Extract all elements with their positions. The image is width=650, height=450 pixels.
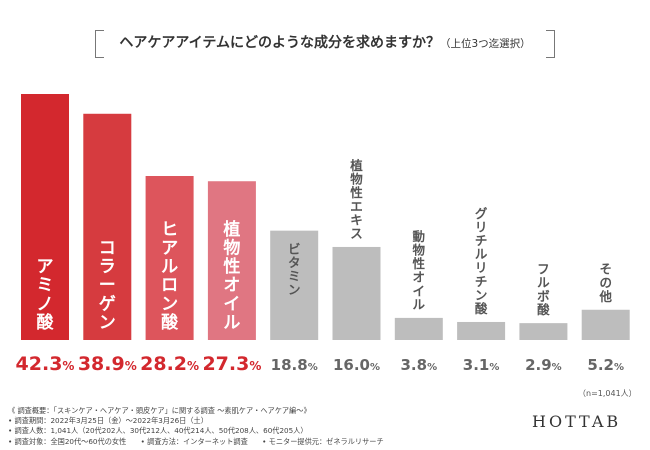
- bar-7: [394, 317, 443, 340]
- category-label: フルボ酸: [537, 261, 550, 317]
- value-label: 18.8%: [271, 356, 318, 374]
- title-sub: （上位3つ迄選択）: [439, 38, 531, 50]
- category-label: アミノ酸: [37, 257, 55, 333]
- bar-9: [519, 323, 568, 340]
- value-label: 3.8%: [400, 356, 437, 374]
- footer-line: • 調査期間：2022年3月25日（金）～2022年3月26日（土）: [8, 416, 208, 426]
- bar-4: [207, 181, 256, 340]
- title-main: ヘアケアアイテムにどのような成分を求めますか？: [119, 35, 440, 51]
- category-label: その他: [598, 262, 612, 304]
- value-label: 5.2%: [587, 356, 624, 374]
- bar-10: [581, 309, 630, 340]
- value-label: 3.1%: [463, 356, 500, 374]
- bar-chart: アミノ酸 42.3% コラーゲン 38.9% ヒアルロン酸 28.2% 植物性オイル 27.3…: [16, 94, 630, 375]
- bar-6: [332, 246, 381, 340]
- bar-2: [83, 113, 132, 341]
- value-label: 27.3%: [202, 353, 261, 375]
- footer-line: • 調査対象：全国20代～60代の女性 • 調査方法：インターネット調査 • モ…: [8, 436, 384, 446]
- brand-logo: HOTTAB: [532, 412, 622, 431]
- chart-title: ヘアケアアイテムにどのような成分を求めますか？（上位3つ迄選択）: [95, 26, 555, 60]
- category-label: 植物性エキス: [349, 158, 363, 241]
- bar-8: [457, 321, 506, 340]
- footer-line: • 調査人数：1,041人（20代202人、30代212人、40代214人、50…: [8, 426, 308, 436]
- title-bracket-right: [546, 30, 555, 58]
- category-label: ビタミン: [288, 241, 301, 297]
- survey-footer: 《 調査概要：「スキンケア・ヘアケア・頭皮ケア」に関する調査 ～素肌ケア・ヘアケ…: [8, 406, 384, 447]
- value-label: 16.0%: [333, 356, 380, 374]
- category-label: ヒアルロン酸: [161, 220, 179, 333]
- category-label: グリチルリチン酸: [475, 206, 488, 316]
- value-label: 42.3%: [16, 353, 75, 375]
- category-label: コラーゲン: [99, 238, 116, 332]
- title-text: ヘアケアアイテムにどのような成分を求めますか？（上位3つ迄選択）: [95, 32, 555, 52]
- category-label: 動物性オイル: [412, 229, 426, 312]
- value-label: 2.9%: [525, 356, 562, 374]
- bar-1: [21, 94, 69, 340]
- bar-5: [270, 230, 319, 340]
- bar-3: [145, 176, 194, 340]
- sample-size-note: （n=1,041人）: [578, 389, 637, 398]
- footer-line: 《 調査概要：「スキンケア・ヘアケア・頭皮ケア」に関する調査 ～素肌ケア・ヘアケ…: [8, 406, 311, 415]
- category-label: 植物性オイル: [223, 219, 240, 333]
- title-bracket-left: [95, 30, 104, 58]
- value-label: 28.2%: [140, 353, 199, 375]
- value-label: 38.9%: [78, 353, 137, 375]
